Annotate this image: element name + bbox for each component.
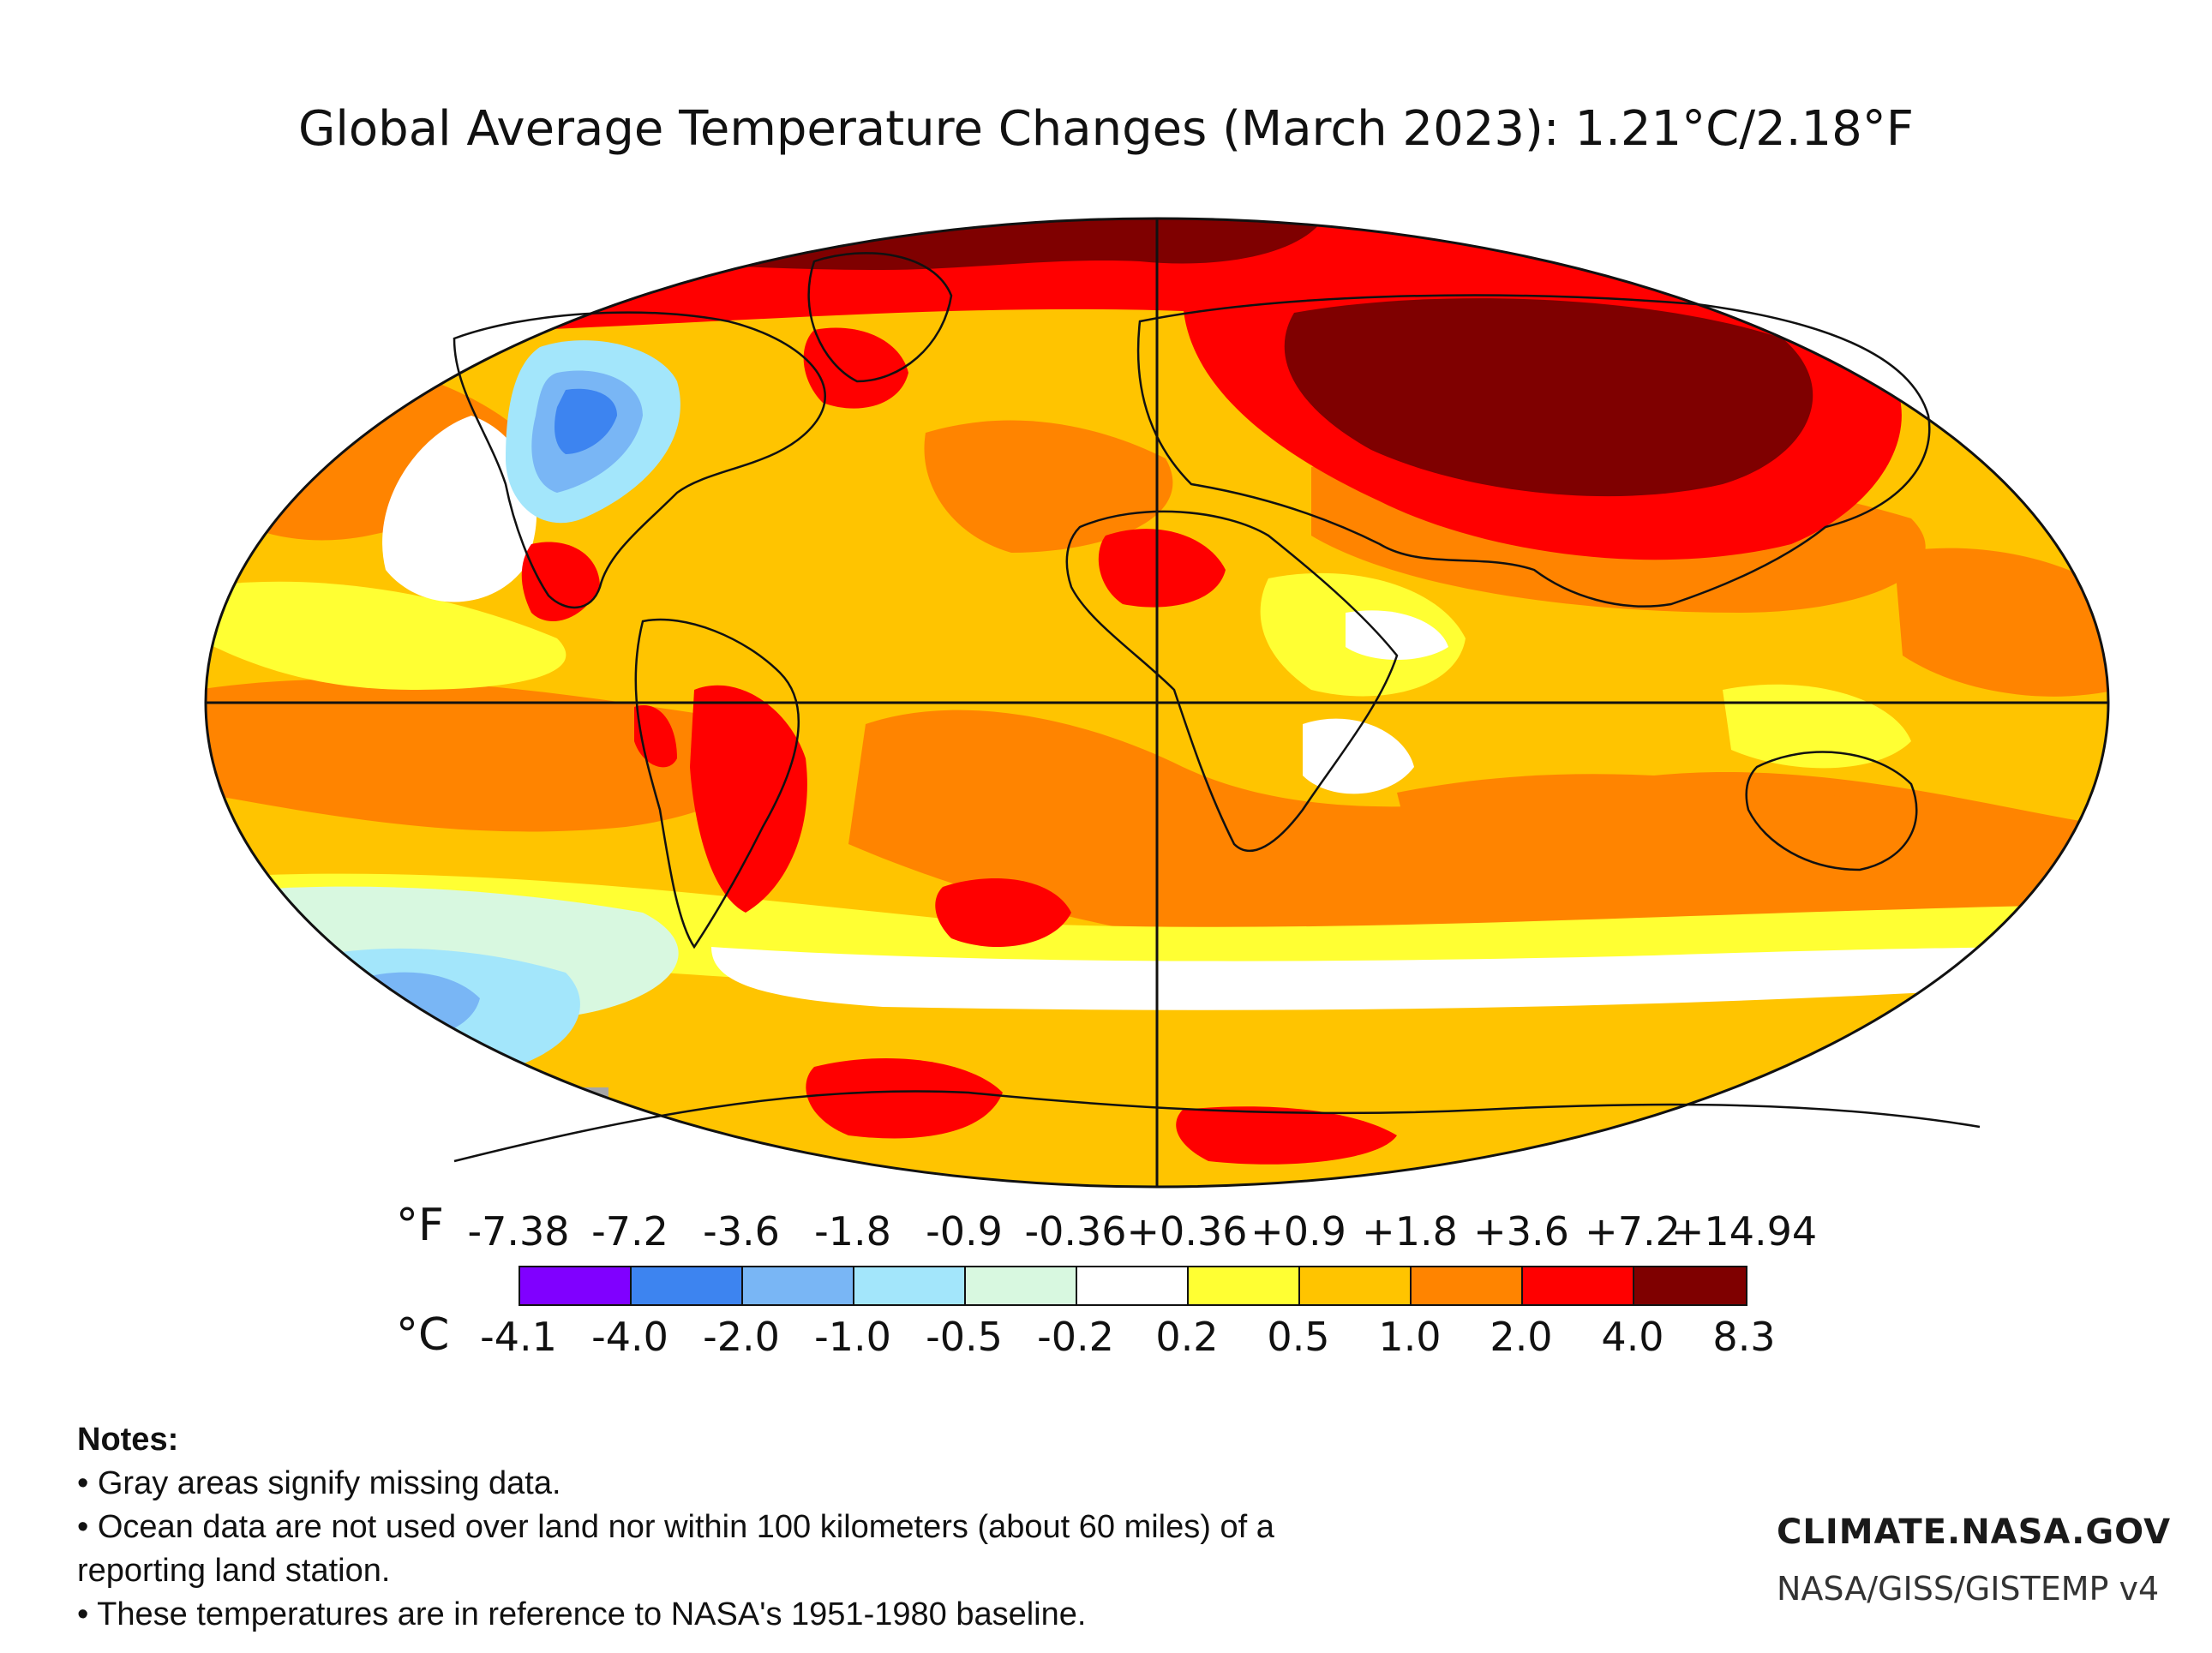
color-swatch-7 <box>1300 1267 1412 1304</box>
celsius-tick: 8.3 <box>1712 1314 1776 1360</box>
celsius-tick: 0.5 <box>1267 1314 1330 1360</box>
fahrenheit-tick: +1.8 <box>1362 1208 1458 1255</box>
zone-orange-south-indian <box>1397 774 1911 888</box>
outline-antarctica <box>453 1090 1981 1163</box>
outline-greenland <box>807 252 953 383</box>
fahrenheit-tick: +0.9 <box>1250 1208 1346 1255</box>
zone-red-north-africa <box>1098 529 1226 608</box>
color-swatch-5 <box>1077 1267 1189 1304</box>
missing-data-area <box>501 1087 608 1103</box>
fahrenheit-tick: -0.36 <box>1024 1208 1127 1255</box>
fahrenheit-tick: -7.38 <box>467 1208 570 1255</box>
zone-white-indian <box>1346 610 1448 660</box>
zone-orange-east-pacific <box>1894 548 2108 697</box>
note-line: • Ocean data are not used over land nor … <box>77 1509 1274 1545</box>
outline-eurasia <box>1136 294 1931 608</box>
celsius-tick: -2.0 <box>703 1314 780 1360</box>
note-line: • These temperatures are in reference to… <box>77 1596 1087 1632</box>
celsius-tick: -4.0 <box>591 1314 668 1360</box>
celsius-tick: -0.2 <box>1037 1314 1114 1360</box>
celsius-tick: 1.0 <box>1378 1314 1442 1360</box>
temperature-anomaly-map <box>204 217 2110 1189</box>
celsius-tick: 2.0 <box>1490 1314 1553 1360</box>
zone-yellow-west-pacific <box>1723 684 1911 769</box>
climate-nasa-logo: CLIMATE.NASA.GOV <box>1777 1512 2172 1552</box>
color-swatch-6 <box>1189 1267 1300 1304</box>
outline-north-america <box>453 311 826 609</box>
zone-white-southern-band <box>711 947 2108 1010</box>
zone-darkred-siberia <box>1284 298 1813 497</box>
color-swatch-4 <box>966 1267 1077 1304</box>
zone-red-alaska <box>291 319 454 389</box>
zone-red-antarctic-peninsula <box>806 1058 1003 1139</box>
zone-orange-south-pacific <box>206 679 756 832</box>
celsius-unit-label: °C <box>396 1309 450 1361</box>
outline-south-america <box>634 618 800 949</box>
fahrenheit-tick: -3.6 <box>703 1208 780 1255</box>
celsius-tick: 4.0 <box>1601 1314 1664 1360</box>
celsius-tick: -0.5 <box>926 1314 1003 1360</box>
color-swatch-2 <box>743 1267 854 1304</box>
zone-blue-north-america <box>554 388 617 454</box>
outline-australia <box>1745 751 1918 871</box>
data-source-label: NASA/GISS/GISTEMP v4 <box>1777 1570 2160 1608</box>
color-swatch-8 <box>1412 1267 1523 1304</box>
continent-outlines <box>453 252 1981 1163</box>
celsius-tick: 0.2 <box>1155 1314 1219 1360</box>
zone-orange-north-atlantic <box>924 420 1173 553</box>
fahrenheit-tick: -0.9 <box>926 1208 1003 1255</box>
color-swatch-1 <box>632 1267 743 1304</box>
note-line: reporting land station. <box>77 1553 391 1589</box>
fahrenheit-unit-label: °F <box>396 1200 444 1251</box>
celsius-tick: -4.1 <box>480 1314 557 1360</box>
zone-red-south-atlantic <box>935 878 1071 947</box>
color-swatch-10 <box>1634 1267 1746 1304</box>
zone-red-labrador <box>803 327 908 409</box>
map-title: Global Average Temperature Changes (Marc… <box>297 101 1915 157</box>
notes-section: Notes: • Gray areas signify missing data… <box>77 1418 1534 1637</box>
outline-africa <box>1065 510 1399 853</box>
zone-red-mexico <box>521 542 600 621</box>
fahrenheit-tick: -1.8 <box>814 1208 891 1255</box>
globe-outline <box>204 217 2110 1189</box>
color-swatch-9 <box>1523 1267 1634 1304</box>
fahrenheit-tick: -7.2 <box>591 1208 668 1255</box>
zone-red-south-america <box>690 685 807 913</box>
zone-red-antarctic-east <box>1176 1106 1397 1165</box>
zone-white-south-africa <box>1303 718 1414 794</box>
fahrenheit-tick: +0.36 <box>1126 1208 1248 1255</box>
color-swatch-3 <box>854 1267 966 1304</box>
zone-yellow-tropical-pacific <box>206 581 566 690</box>
notes-heading: Notes: <box>77 1422 179 1458</box>
color-scale-bar <box>519 1266 1747 1306</box>
celsius-tick: -1.0 <box>814 1314 891 1360</box>
note-line: • Gray areas signify missing data. <box>77 1465 561 1501</box>
zone-lightblue-south-pacific <box>266 948 580 1077</box>
fahrenheit-tick: +14.94 <box>1670 1208 1818 1255</box>
fahrenheit-tick: +3.6 <box>1473 1208 1569 1255</box>
fahrenheit-tick: +7.2 <box>1585 1208 1681 1255</box>
color-swatch-0 <box>520 1267 632 1304</box>
